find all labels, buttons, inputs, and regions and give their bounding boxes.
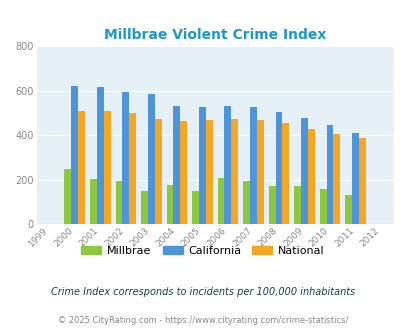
Bar: [282, 123, 289, 224]
Bar: [97, 87, 104, 224]
Bar: [78, 112, 85, 224]
Bar: [243, 181, 249, 224]
Bar: [217, 178, 224, 224]
Bar: [122, 92, 129, 224]
Bar: [141, 191, 147, 224]
Bar: [301, 118, 307, 224]
Bar: [166, 185, 173, 224]
Bar: [90, 180, 97, 224]
Bar: [198, 107, 205, 224]
Bar: [326, 125, 333, 224]
Bar: [154, 118, 161, 224]
Bar: [351, 133, 358, 224]
Legend: Millbrae, California, National: Millbrae, California, National: [77, 241, 328, 260]
Bar: [104, 112, 111, 224]
Title: Millbrae Violent Crime Index: Millbrae Violent Crime Index: [104, 28, 326, 42]
Bar: [71, 86, 78, 224]
Bar: [358, 138, 365, 224]
Bar: [268, 186, 275, 224]
Bar: [231, 119, 238, 224]
Bar: [307, 129, 314, 224]
Bar: [256, 120, 263, 224]
Bar: [173, 106, 180, 224]
Bar: [64, 169, 71, 224]
Bar: [147, 94, 154, 224]
Text: © 2025 CityRating.com - https://www.cityrating.com/crime-statistics/: © 2025 CityRating.com - https://www.city…: [58, 315, 347, 325]
Bar: [319, 189, 326, 224]
Bar: [294, 186, 301, 224]
Bar: [333, 134, 339, 224]
Bar: [192, 190, 198, 224]
Bar: [344, 195, 351, 224]
Bar: [249, 107, 256, 224]
Text: Crime Index corresponds to incidents per 100,000 inhabitants: Crime Index corresponds to incidents per…: [51, 287, 354, 297]
Bar: [180, 121, 187, 224]
Bar: [129, 114, 136, 224]
Bar: [205, 120, 212, 224]
Bar: [115, 182, 122, 224]
Bar: [275, 112, 282, 224]
Bar: [224, 106, 231, 224]
